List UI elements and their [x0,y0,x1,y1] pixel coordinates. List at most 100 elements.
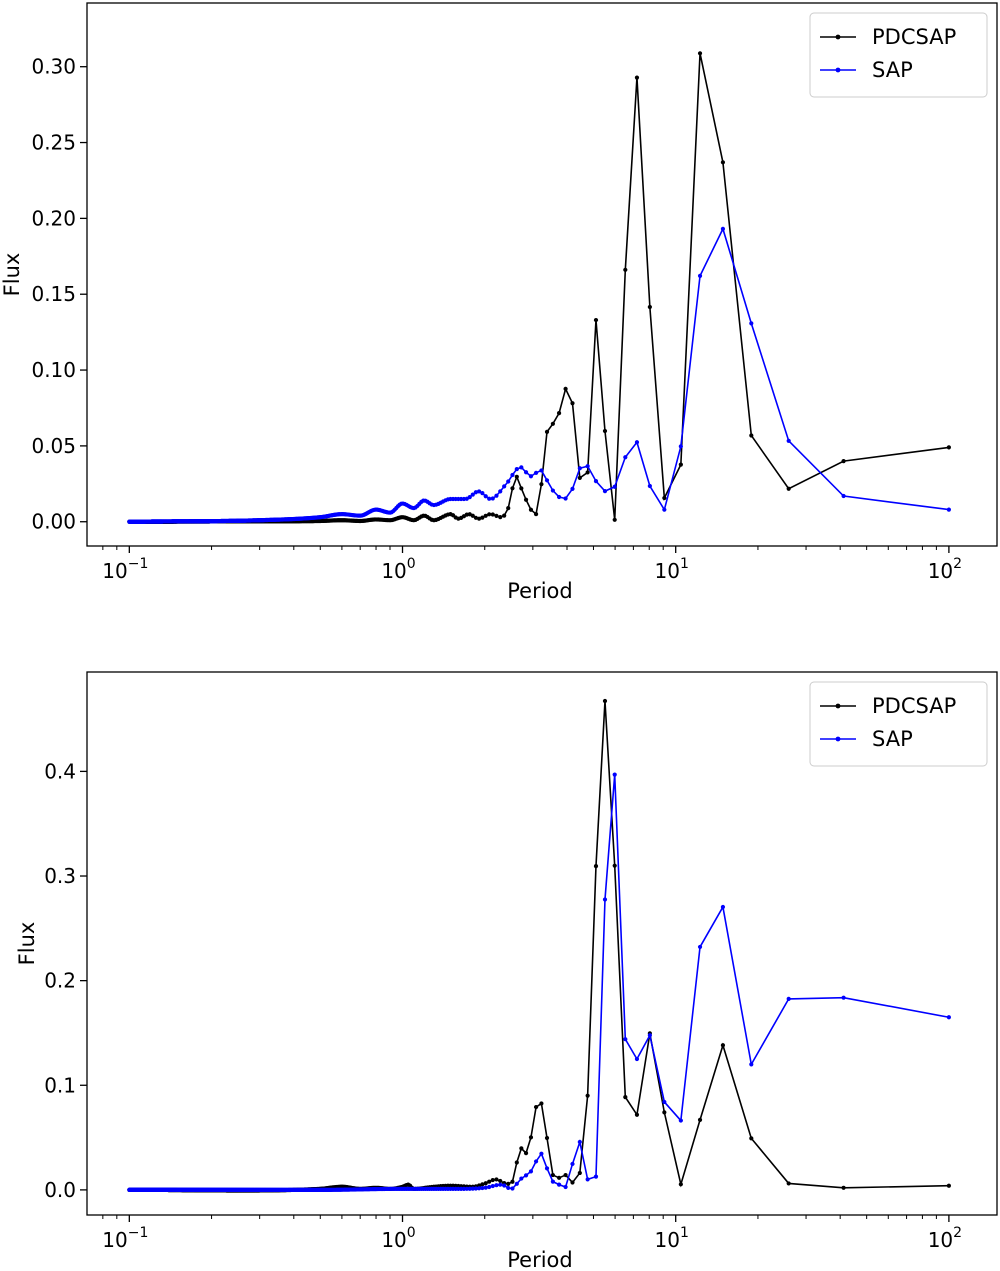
data-point [662,1099,667,1105]
data-point [494,513,499,518]
data-point [556,1175,562,1180]
data-point [612,484,617,489]
data-point [502,1183,507,1188]
data-point [473,1186,478,1191]
data-point [612,863,617,868]
data-point [556,494,562,500]
data-point [841,995,846,1000]
data-point [634,1056,640,1062]
data-point [473,515,478,520]
legend-label-sap: SAP [872,727,913,751]
data-point [470,513,475,518]
data-point [483,494,488,499]
x-tick-label: 10−1 [102,1225,148,1252]
data-point [678,444,683,449]
data-point [510,472,515,478]
data-point [539,468,544,473]
chart-panel-2: 10−1 100 101 102 0.0 0.1 0.2 0.3 0.4 Period Flux PD… [15,671,998,1271]
data-point [544,1135,550,1141]
data-point [480,1182,485,1187]
data-point [634,75,640,80]
data-point [697,273,703,278]
x-minor-ticks [102,1215,937,1219]
data-point [544,478,550,483]
data-point [539,482,544,487]
data-point [528,1135,534,1140]
data-point [623,1095,628,1100]
data-point [602,428,608,434]
data-point [570,1161,575,1167]
data-point [528,474,534,479]
data-point [697,51,703,56]
data-point [498,1182,503,1187]
data-point [483,1185,488,1190]
y-axis-label: Flux [0,253,24,297]
x-tick-label: 102 [928,556,962,583]
data-point [506,479,511,484]
series-line-sap [129,774,950,1191]
data-point [476,1186,482,1191]
data-point [563,386,568,391]
data-point [523,497,529,502]
data-point [720,160,726,165]
legend: PDCSAP SAP [809,12,988,98]
x-minor-ticks [102,546,937,550]
data-point [506,1181,511,1186]
data-point [602,698,608,704]
data-point [585,1177,590,1182]
data-point [623,1037,628,1042]
legend-label-sap: SAP [872,58,913,82]
data-point [523,1150,529,1156]
data-point [946,445,951,450]
y-tick-label: 0.30 [31,55,76,79]
data-point [487,1179,492,1184]
data-point [528,507,534,512]
y-tick-label: 0.05 [31,434,76,458]
y-tick-label: 0.15 [31,282,76,306]
data-point [519,1146,524,1151]
data-point [490,1177,495,1183]
data-point [585,470,590,475]
data-point [514,474,519,479]
y-axis-label: Flux [15,922,39,966]
x-tick-label: 102 [928,1225,962,1252]
data-point [470,492,475,497]
data-point [528,1169,534,1174]
data-point [749,1136,754,1141]
data-point [476,516,482,521]
data-point [510,1186,515,1191]
data-point [539,1101,544,1106]
data-point [570,1180,575,1185]
data-point [577,1139,582,1145]
legend-marker-sap [835,67,841,73]
data-point [480,1185,485,1191]
data-point [494,493,499,498]
data-point [502,513,507,518]
data-point [662,507,667,512]
data-point [510,486,515,491]
series-line-sap [129,226,949,523]
x-tick-label: 101 [655,1225,689,1252]
chart-panel-1: 10−1 100 101 102 0.00 0.05 0.10 0.15 0.20 0.25 0.3… [0,2,998,603]
plot-frame [86,2,998,547]
data-point [634,440,640,445]
data-point [786,1181,791,1186]
data-point [490,1183,495,1189]
series-sap [127,226,951,524]
data-point [602,897,608,902]
data-point [563,1172,568,1178]
data-point [841,459,846,464]
plot-frame [86,671,998,1216]
data-point [490,512,495,517]
legend-marker-pdcsap [835,34,841,40]
legend-marker-pdcsap [835,703,841,709]
data-point [498,489,503,494]
series-pdcsap [127,698,951,1193]
data-point [464,1186,469,1191]
data-point [749,433,754,438]
data-point [585,1093,590,1098]
data-point [634,1112,640,1117]
data-point [647,483,652,489]
data-point [544,429,550,434]
